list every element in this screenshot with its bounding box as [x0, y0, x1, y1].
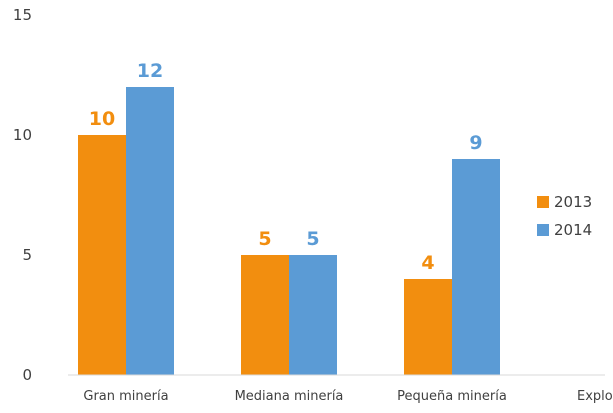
- legend-swatch-2014: [537, 224, 549, 236]
- legend: 2013 2014: [537, 193, 592, 239]
- y-tick-label: 0: [22, 366, 32, 384]
- x-axis: Gran minería Mediana minería Pequeña miner…: [68, 374, 613, 404]
- category-label: Mediana minería: [235, 389, 344, 404]
- y-axis: 0 5 10 15: [13, 6, 32, 384]
- bar-2014-3: [452, 159, 500, 375]
- y-tick-label: 10: [13, 126, 32, 144]
- data-label-2014-2: 5: [306, 228, 319, 250]
- data-label-2013-1: 10: [89, 108, 115, 130]
- legend-label-2013: 2013: [554, 193, 592, 211]
- y-tick-label: 15: [13, 6, 32, 24]
- bar-2014-1: [126, 87, 174, 375]
- category-label: Pequeña minería: [397, 389, 507, 404]
- legend-swatch-2013: [537, 196, 549, 208]
- data-label-2013-2: 5: [258, 228, 271, 250]
- legend-label-2014: 2014: [554, 221, 592, 239]
- data-label-2014-1: 12: [137, 60, 163, 82]
- data-label-2013-3: 4: [421, 252, 434, 274]
- category-label: Gran minería: [83, 389, 168, 404]
- category-label: Exploración: [577, 389, 613, 404]
- bar-2014-2: [289, 255, 337, 375]
- bars: [78, 87, 500, 375]
- bar-2013-1: [78, 135, 126, 375]
- bar-2013-3: [404, 279, 452, 375]
- data-label-2014-3: 9: [469, 132, 482, 154]
- bar-2013-2: [241, 255, 289, 375]
- data-labels: 101255491: [89, 60, 483, 274]
- y-tick-label: 5: [22, 246, 32, 264]
